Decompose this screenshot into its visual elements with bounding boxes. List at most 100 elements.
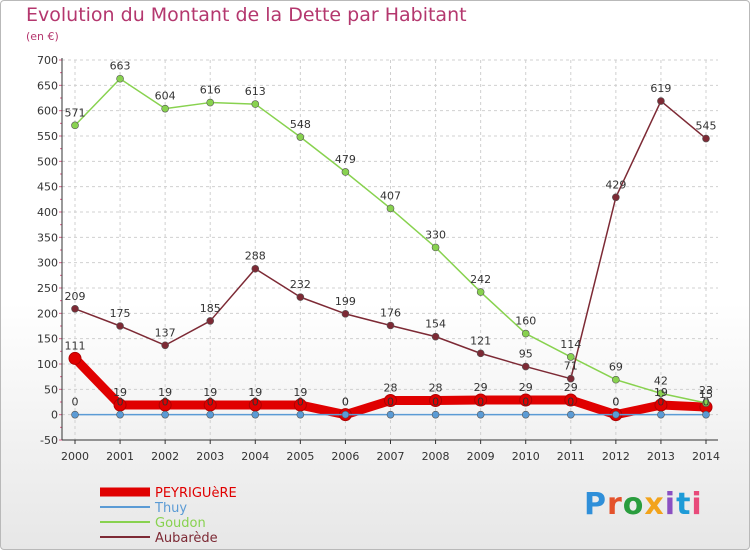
data-point (431, 410, 440, 419)
x-tick-label: 2012 (602, 450, 630, 463)
data-point (566, 353, 575, 361)
data-point (296, 133, 305, 141)
data-label: 176 (380, 306, 401, 319)
y-tick-label: 700 (37, 54, 58, 67)
data-point (612, 410, 620, 419)
x-tick-label: 2008 (422, 450, 450, 463)
data-point (161, 341, 169, 350)
data-label: 0 (432, 396, 439, 409)
x-tick-label: 2011 (557, 450, 585, 463)
data-label: 548 (290, 118, 311, 131)
y-tick-label: 350 (37, 231, 58, 244)
data-point (476, 288, 485, 296)
data-label: 69 (609, 361, 623, 374)
data-label: 288 (245, 250, 266, 263)
data-label: 0 (703, 396, 710, 409)
data-point (116, 74, 124, 83)
data-label: 29 (564, 381, 578, 394)
x-tick-label: 2002 (151, 450, 179, 463)
proxiti-logo: Proxiti (584, 487, 703, 522)
x-tick-label: 2014 (692, 450, 720, 463)
y-tick-label: 200 (37, 307, 58, 320)
x-tick-label: 2005 (286, 450, 314, 463)
data-label: 19 (203, 386, 217, 399)
x-tick-label: 2004 (241, 450, 269, 463)
x-tick-label: 2013 (647, 450, 675, 463)
data-label: 232 (290, 278, 311, 291)
data-label: 154 (425, 318, 446, 331)
data-label: 95 (519, 348, 533, 361)
data-point (68, 351, 82, 365)
data-point (657, 97, 665, 105)
data-label: 604 (155, 90, 176, 103)
data-label: 0 (207, 396, 214, 409)
logo-letter: x (644, 487, 665, 522)
data-point (386, 204, 395, 213)
data-label: 71 (564, 360, 578, 373)
x-tick-label: 2000 (61, 450, 89, 463)
data-label: 619 (650, 82, 671, 95)
data-point (474, 393, 488, 407)
data-label: 0 (657, 396, 664, 409)
data-point (71, 410, 79, 419)
y-tick-label: 0 (51, 409, 58, 422)
data-point (251, 264, 260, 273)
data-point (206, 410, 215, 419)
data-point (702, 399, 710, 407)
data-label: 28 (384, 381, 398, 394)
data-label: 429 (605, 178, 626, 191)
data-label: 0 (387, 396, 394, 409)
data-label: 0 (342, 396, 349, 409)
legend-label: Aubarède (155, 531, 218, 546)
data-label: 19 (248, 386, 262, 399)
data-label: 0 (72, 396, 79, 409)
x-tick-label: 2007 (377, 450, 405, 463)
data-label: 137 (155, 326, 176, 339)
data-point (566, 374, 575, 383)
data-label: 616 (200, 84, 221, 97)
y-tick-label: 600 (37, 105, 58, 118)
data-label: 175 (110, 307, 131, 320)
data-point (476, 349, 485, 358)
y-tick-label: 550 (37, 130, 58, 143)
data-label: 571 (65, 106, 86, 119)
data-point (341, 168, 350, 176)
data-point (657, 410, 665, 419)
x-tick-label: 2009 (467, 450, 495, 463)
data-point (564, 393, 578, 407)
data-point (116, 410, 124, 419)
data-label: 19 (654, 386, 668, 399)
y-tick-label: -50 (40, 434, 58, 447)
chart-title: Evolution du Montant de la Dette par Hab… (26, 4, 467, 26)
data-label: 0 (567, 396, 574, 409)
data-point (519, 393, 533, 407)
data-label: 42 (654, 374, 668, 387)
data-label: 19 (293, 386, 307, 399)
data-point (206, 98, 215, 107)
data-label: 330 (425, 228, 446, 241)
y-tick-label: 300 (37, 257, 58, 270)
data-label: 0 (612, 396, 619, 409)
data-label: 29 (474, 381, 488, 394)
data-label: 407 (380, 189, 401, 202)
data-label: 19 (158, 386, 172, 399)
data-label: 0 (297, 396, 304, 409)
logo-letter: t (676, 487, 692, 522)
data-point (476, 410, 485, 419)
data-label: 160 (515, 315, 536, 328)
y-tick-label: 50 (44, 383, 58, 396)
data-label: 545 (696, 120, 717, 133)
data-label: 19 (113, 386, 127, 399)
data-label: 199 (335, 295, 356, 308)
data-point (431, 243, 440, 252)
y-tick-label: 650 (37, 79, 58, 92)
data-point (657, 389, 665, 398)
data-point (702, 410, 710, 419)
logo-letter: o (622, 487, 645, 522)
data-point (521, 410, 530, 419)
data-point (161, 410, 169, 419)
data-point (521, 362, 530, 371)
data-point (612, 375, 620, 384)
x-tick-label: 2003 (196, 450, 224, 463)
data-point (251, 100, 260, 108)
